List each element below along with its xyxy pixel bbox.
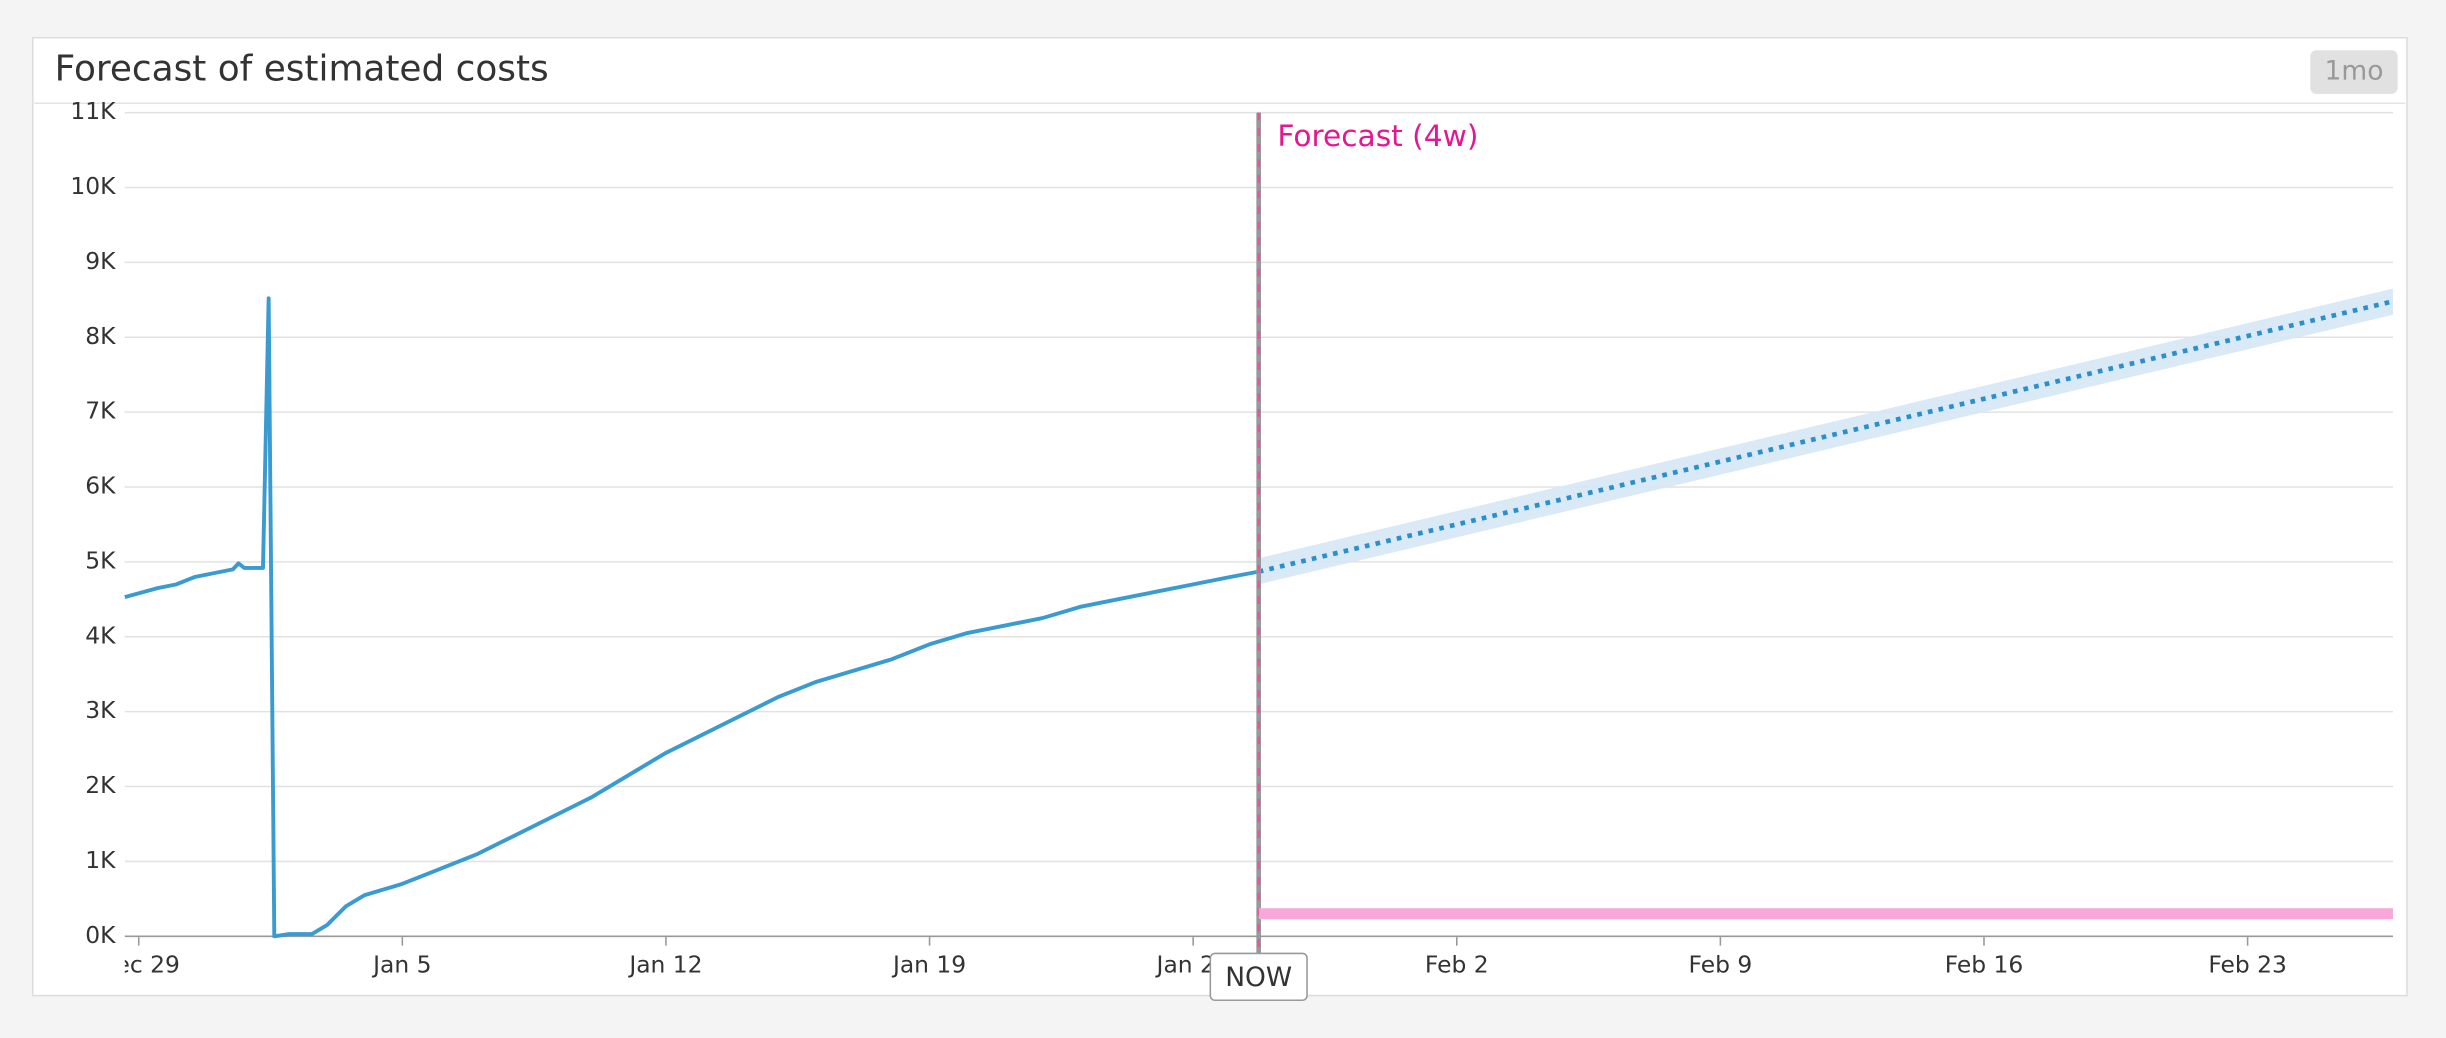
y-tick-label: 6K xyxy=(85,472,116,500)
y-tick-label: 10K xyxy=(70,172,116,200)
x-tick-label: Jan 19 xyxy=(891,950,966,978)
timeframe-button[interactable] xyxy=(2310,50,2398,94)
x-tick-label: Jan 12 xyxy=(627,950,702,978)
x-tick-label: Dec 29 xyxy=(98,950,180,978)
x-tick-label: Jan 5 xyxy=(371,950,431,978)
y-tick-label: 3K xyxy=(85,696,116,724)
y-tick-label: 5K xyxy=(85,546,116,574)
y-tick-label: 4K xyxy=(85,621,116,649)
forecast-annotation: Forecast (4w) xyxy=(1277,118,1478,153)
x-tick-label: Feb 9 xyxy=(1689,950,1753,978)
x-tick-label: Feb 2 xyxy=(1425,950,1489,978)
y-tick-label: 2K xyxy=(85,771,116,799)
forecast-range-bar xyxy=(1258,908,2393,920)
now-box xyxy=(1209,952,1308,1002)
y-tick-label: 7K xyxy=(85,397,116,425)
x-tick-label: Feb 16 xyxy=(1945,950,2024,978)
panel xyxy=(31,36,2408,997)
panel-title: Forecast of estimated costs xyxy=(55,49,549,90)
cost-line xyxy=(124,296,1260,939)
forecast-line xyxy=(1258,299,2394,574)
x-tick-label: Feb 23 xyxy=(2208,950,2287,978)
y-tick-label: 11K xyxy=(70,97,116,125)
y-tick-label: 0K xyxy=(85,921,116,949)
y-tick-label: 9K xyxy=(85,247,116,275)
y-tick-label: 1K xyxy=(85,846,116,874)
timeframe-label[interactable]: 1mo xyxy=(2325,56,2384,87)
now-label: NOW xyxy=(1225,962,1292,993)
y-tick-label: 8K xyxy=(85,322,116,350)
